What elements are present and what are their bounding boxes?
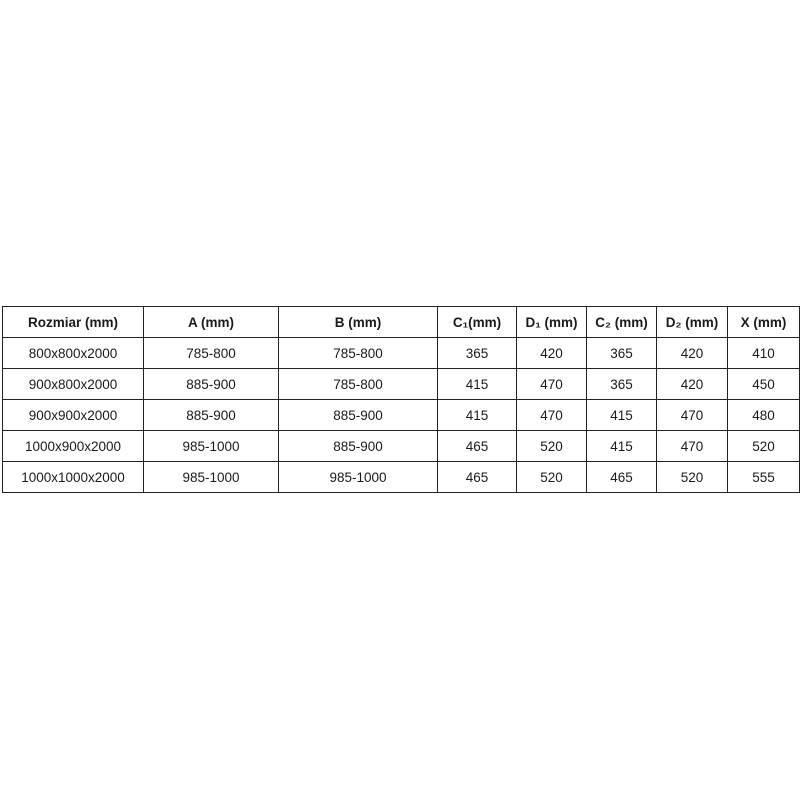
table-row: 1000x1000x2000 985-1000 985-1000 465 520 465 5… (2, 461, 800, 493)
dimensions-table: Rozmiar (mm) A (mm) B (mm) C₁(mm) D₁ (mm) C₂ … (2, 306, 800, 493)
column-header: A (mm) (143, 306, 279, 338)
table-cell: 985-1000 (278, 461, 438, 493)
table-cell: 470 (656, 399, 728, 431)
table-cell: 800x800x2000 (2, 337, 144, 369)
table-cell: 520 (727, 430, 800, 462)
header-row: Rozmiar (mm) A (mm) B (mm) C₁(mm) D₁ (mm) C₂ … (2, 306, 800, 338)
table-cell: 420 (516, 337, 587, 369)
table-cell: 985-1000 (143, 461, 279, 493)
table-cell: 885-900 (278, 430, 438, 462)
table-row: 1000x900x2000 985-1000 885-900 465 520 415 470… (2, 430, 800, 462)
table-cell: 470 (516, 368, 587, 400)
table-cell: 985-1000 (143, 430, 279, 462)
table-cell: 365 (586, 337, 657, 369)
table-cell: 520 (516, 461, 587, 493)
table-cell: 420 (656, 337, 728, 369)
table-cell: 785-800 (278, 337, 438, 369)
column-header: Rozmiar (mm) (2, 306, 144, 338)
table-cell: 900x800x2000 (2, 368, 144, 400)
table-cell: 470 (656, 430, 728, 462)
table-cell: 785-800 (278, 368, 438, 400)
table-cell: 885-900 (143, 399, 279, 431)
table-cell: 450 (727, 368, 800, 400)
table-cell: 520 (656, 461, 728, 493)
column-header: B (mm) (278, 306, 438, 338)
table-cell: 1000x900x2000 (2, 430, 144, 462)
column-header: D₁ (mm) (516, 306, 587, 338)
table-cell: 480 (727, 399, 800, 431)
table-cell: 885-900 (143, 368, 279, 400)
table-cell: 555 (727, 461, 800, 493)
table-cell: 365 (586, 368, 657, 400)
table-cell: 470 (516, 399, 587, 431)
table-cell: 465 (437, 430, 517, 462)
table-cell: 1000x1000x2000 (2, 461, 144, 493)
table-cell: 410 (727, 337, 800, 369)
table-cell: 420 (656, 368, 728, 400)
table-cell: 415 (586, 430, 657, 462)
table-cell: 465 (437, 461, 517, 493)
column-header: X (mm) (727, 306, 800, 338)
table-cell: 415 (586, 399, 657, 431)
table-cell: 785-800 (143, 337, 279, 369)
table-row: 900x900x2000 885-900 885-900 415 470 415 470 48… (2, 399, 800, 431)
table-cell: 885-900 (278, 399, 438, 431)
column-header: C₂ (mm) (586, 306, 657, 338)
table-cell: 415 (437, 368, 517, 400)
column-header: C₁(mm) (437, 306, 517, 338)
table-row: 800x800x2000 785-800 785-800 365 420 365 420 41… (2, 337, 800, 369)
table-cell: 465 (586, 461, 657, 493)
table-row: 900x800x2000 885-900 785-800 415 470 365 420 45… (2, 368, 800, 400)
table-cell: 900x900x2000 (2, 399, 144, 431)
table-cell: 415 (437, 399, 517, 431)
table-cell: 520 (516, 430, 587, 462)
column-header: D₂ (mm) (656, 306, 728, 338)
table-cell: 365 (437, 337, 517, 369)
